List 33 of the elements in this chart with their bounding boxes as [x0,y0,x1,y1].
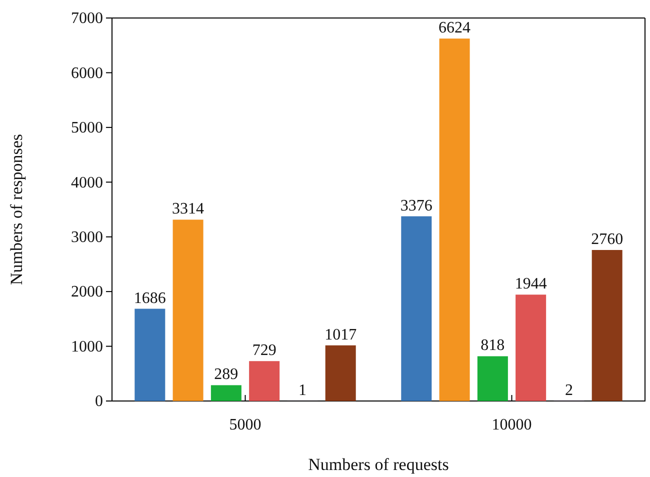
y-tick-label: 1000 [71,338,103,356]
bar [325,345,356,401]
y-tick-label: 3000 [71,228,103,246]
y-tick-label: 0 [95,393,103,410]
x-tick-label: 10000 [492,416,532,434]
bar [439,38,470,401]
y-tick-label: 4000 [71,174,103,192]
y-tick-label: 2000 [71,284,103,301]
y-tick-label: 5000 [71,120,103,137]
data-label: 818 [480,337,505,354]
bar [134,308,166,401]
data-label: 2760 [591,230,624,248]
data-label: 1017 [324,326,357,344]
y-axis-title: Numbers of responses [7,134,26,286]
data-label: 6624 [438,20,471,37]
bar [516,294,546,401]
data-label: 2 [564,382,573,399]
data-label: 1686 [134,290,166,307]
x-axis-title: Numbers of requests [308,455,449,474]
bar [477,356,508,401]
data-label: 3376 [400,197,432,214]
data-label: 729 [252,342,276,360]
y-tick-label: 7000 [71,10,103,28]
bar [401,216,432,401]
data-label: 1 [298,382,306,399]
data-label: 3314 [172,200,204,218]
data-label: 1944 [514,276,547,293]
y-tick-label: 6000 [71,64,103,82]
bar [172,220,204,401]
bar [592,250,622,401]
data-label: 289 [214,366,238,384]
bar [249,361,280,401]
bar [210,385,242,401]
